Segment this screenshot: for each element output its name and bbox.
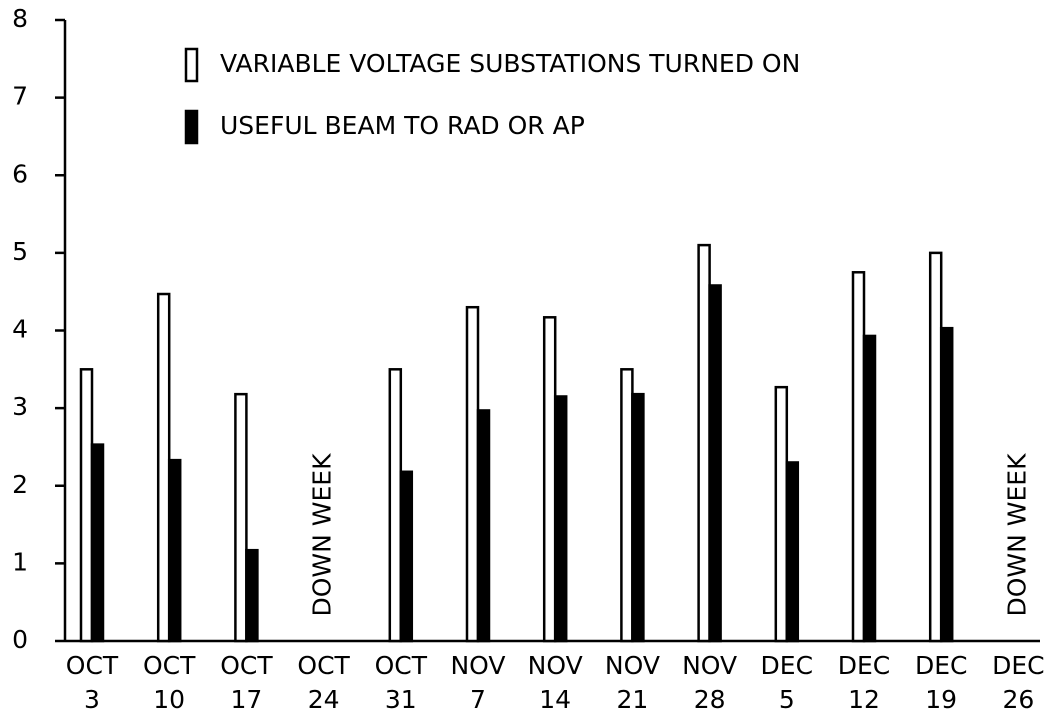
bar — [851, 271, 866, 643]
y-tick-label: 2 — [12, 470, 28, 499]
x-tick-label: NOV 28 — [682, 651, 737, 714]
legend-swatch — [184, 109, 199, 145]
x-tick-label: OCT 3 — [66, 651, 119, 714]
legend-label: USEFUL BEAM TO RAD OR AP — [220, 111, 585, 140]
y-tick-label: 8 — [12, 4, 28, 33]
annotation: DOWN WEEK — [1002, 453, 1031, 617]
bar — [862, 334, 877, 643]
bar — [234, 392, 248, 643]
legend-label: VARIABLE VOLTAGE SUBSTATIONS TURNED ON — [220, 49, 800, 78]
y-tick-label: 1 — [12, 547, 28, 576]
bar — [553, 395, 568, 643]
x-tick-label: DEC 19 — [915, 651, 968, 714]
x-tick-label: DEC 12 — [838, 651, 891, 714]
bar — [939, 326, 954, 643]
x-tick-label: NOV 7 — [450, 651, 505, 714]
y-tick-label: 4 — [12, 315, 28, 344]
y-tick-label: 6 — [12, 159, 28, 188]
x-tick-label: DEC 26 — [992, 651, 1045, 714]
annotation: DOWN WEEK — [308, 453, 337, 617]
x-tick-label: NOV 21 — [605, 651, 660, 714]
bar — [631, 392, 645, 643]
bar — [399, 470, 414, 643]
bar — [542, 316, 557, 643]
bar — [697, 243, 711, 643]
x-tick-label: OCT 24 — [297, 651, 350, 714]
y-tick-label: 0 — [12, 625, 28, 654]
x-tick-label: OCT 10 — [143, 651, 196, 714]
bar — [156, 292, 171, 643]
y-tick-label: 5 — [12, 237, 28, 266]
x-tick-label: OCT 17 — [220, 651, 273, 714]
bar — [476, 409, 491, 643]
bar — [245, 548, 259, 643]
x-tick-label: OCT 31 — [375, 651, 428, 714]
legend-swatch — [184, 47, 199, 83]
bar — [785, 461, 800, 643]
y-tick-label: 3 — [12, 392, 28, 421]
bar — [79, 368, 94, 643]
bar — [708, 284, 722, 643]
x-tick-label: NOV 14 — [528, 651, 583, 714]
bar — [620, 368, 634, 643]
y-tick-label: 7 — [12, 82, 28, 111]
x-tick-label: DEC 5 — [761, 651, 814, 714]
bar — [465, 305, 480, 643]
bar — [90, 443, 105, 643]
bar — [774, 385, 789, 643]
bar — [388, 368, 403, 643]
bar — [928, 251, 943, 643]
bar — [167, 458, 182, 643]
